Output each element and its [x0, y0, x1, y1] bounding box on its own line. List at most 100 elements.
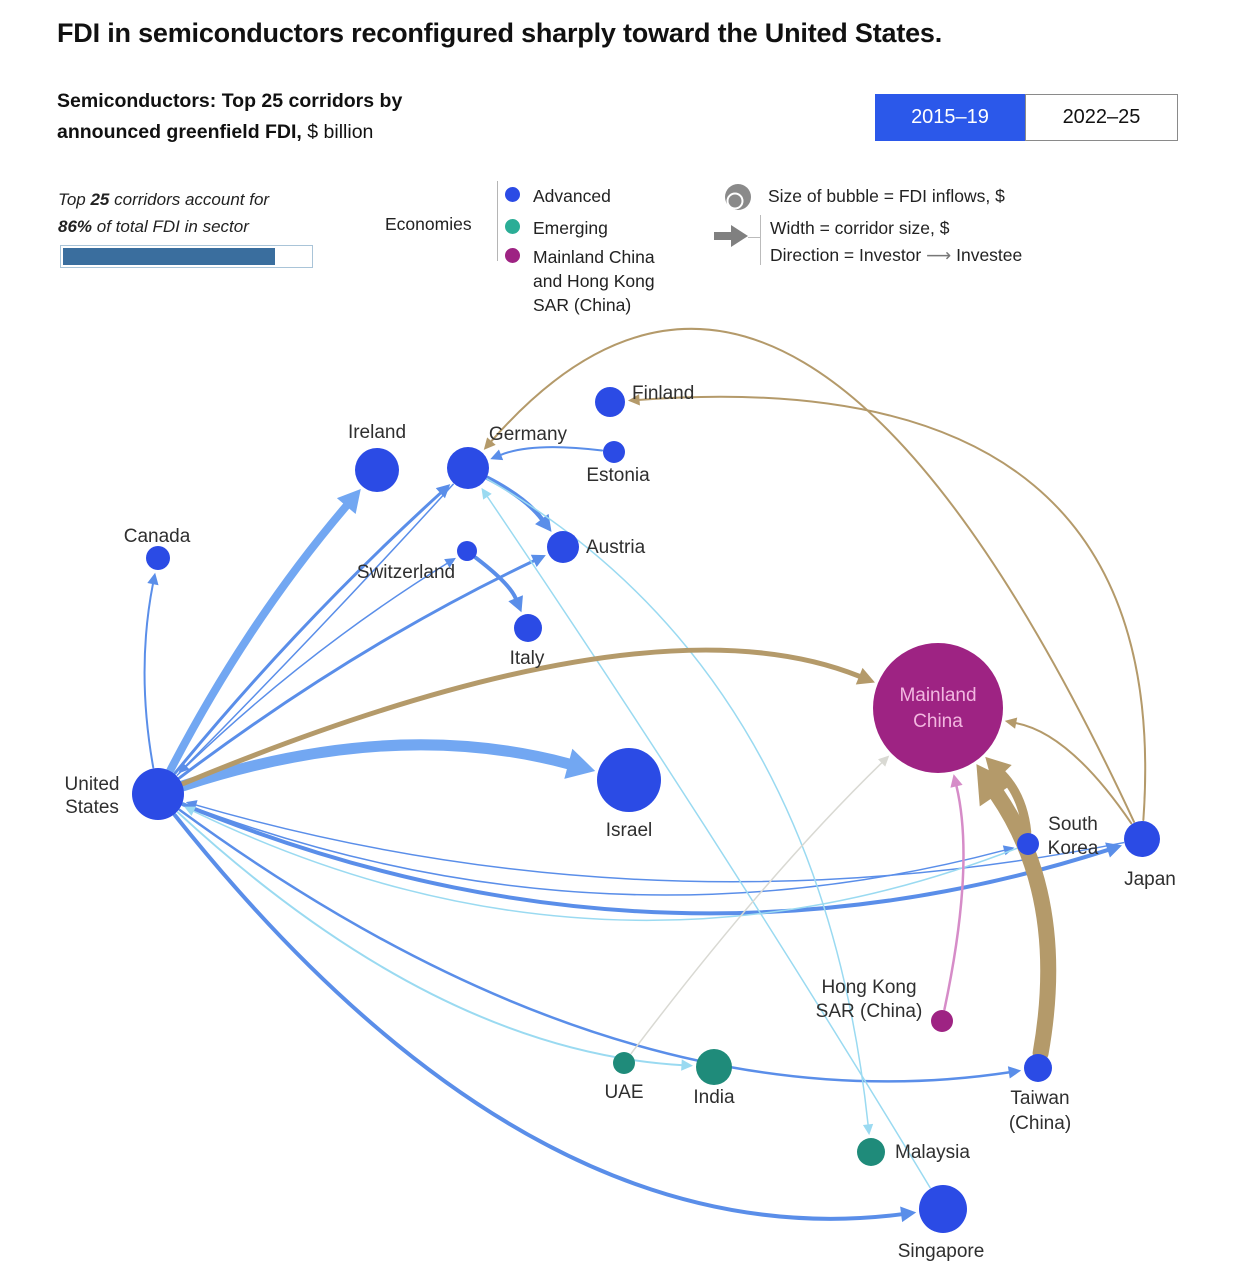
edge-us-to-ireland [166, 502, 351, 775]
arrowhead-us-to-canada [147, 572, 159, 586]
edge-taiwan-to-mainland-china [989, 786, 1057, 1062]
node-japan [1124, 821, 1160, 857]
edge-germany-to-malaysia [486, 478, 869, 1126]
node-label-germany: Germany [489, 424, 568, 445]
annotation-share: 86% [58, 217, 93, 236]
node-label-south-korea: South [1048, 814, 1098, 835]
node-mainland-china [873, 643, 1003, 773]
annotation-text-end: of total FDI in sector [92, 217, 249, 236]
annotation-text-mid: corridors account for [109, 190, 270, 209]
edge-us-to-japan [180, 802, 1110, 916]
node-label-south-korea: Korea [1048, 838, 1099, 859]
edge-us-to-singapore [172, 813, 904, 1221]
node-label-us: United [65, 774, 120, 795]
node-label-india: India [693, 1087, 735, 1108]
arrowhead-estonia-to-germany [490, 449, 504, 461]
edge-switzerland-to-italy [473, 555, 518, 601]
node-label-malaysia: Malaysia [895, 1142, 970, 1163]
edge-us-to-israel [178, 739, 574, 792]
edge-us-to-mainland-china [180, 647, 862, 787]
edge-japan-to-mainland-china [1015, 722, 1133, 825]
edge-us-to-germany [173, 491, 442, 775]
arrowhead-japan-to-mainland-china [1004, 717, 1018, 729]
annotation-top-n: 25 [90, 190, 110, 209]
arrowhead-uae-to-mainland-china [878, 755, 890, 767]
node-us [132, 768, 184, 820]
legend-divider [497, 181, 498, 261]
edge-us-to-austria [178, 559, 536, 780]
legend-china-line1: Mainland China [533, 247, 655, 267]
legend-advanced-label: Advanced [533, 186, 611, 206]
edge-us-to-canada [143, 583, 155, 769]
arrowhead-us-to-ireland [336, 489, 361, 515]
legend-item-advanced: Advanced [505, 184, 611, 208]
legend-bracket-tick [748, 237, 760, 238]
legend-item-china: Mainland China and Hong Kong SAR (China) [505, 245, 655, 317]
chart-subtitle: Semiconductors: Top 25 corridors by anno… [57, 86, 402, 148]
page-title: FDI in semiconductors reconfigured sharp… [57, 18, 943, 48]
node-label-ireland: Ireland [348, 422, 406, 443]
node-label-italy: Italy [510, 648, 545, 669]
bubble-size-icon [725, 184, 751, 210]
toggle-2015-19[interactable]: 2015–19 [875, 94, 1025, 141]
node-label-taiwan: (China) [1009, 1113, 1071, 1134]
legend-item-emerging: Emerging [505, 216, 608, 240]
direction-note-pre: Direction = Investor [770, 245, 922, 265]
edge-japan-to-finland [638, 395, 1147, 822]
legend-emerging-label: Emerging [533, 218, 608, 238]
node-label-israel: Israel [606, 820, 652, 841]
corridor-arrow-icon [714, 225, 748, 247]
arrowhead-us-to-mainland-china [855, 667, 875, 685]
subtitle-line1: Semiconductors: Top 25 corridors by [57, 90, 403, 112]
node-label-canada: Canada [124, 526, 191, 547]
annotation-text: Top [58, 190, 91, 209]
edge-singapore-to-germany [486, 495, 931, 1189]
node-south-korea [1017, 833, 1039, 855]
node-label-us: States [65, 797, 119, 818]
corridor-width-note: Width = corridor size, $ [770, 218, 950, 238]
china-dot-icon [505, 248, 520, 263]
edge-us-to-switzerland [176, 562, 448, 776]
arrowhead-us-to-japan [1105, 842, 1122, 858]
arrowhead-switzerland-to-italy [508, 595, 523, 613]
arrowhead-us-to-switzerland [444, 557, 456, 568]
node-label-hong-kong: SAR (China) [816, 1001, 923, 1022]
node-germany [447, 447, 489, 489]
node-italy [514, 614, 542, 642]
node-taiwan [1024, 1054, 1052, 1082]
node-switzerland [457, 541, 477, 561]
node-label-singapore: Singapore [898, 1241, 985, 1262]
node-label-mainland-china: China [913, 711, 963, 732]
toggle-2022-25[interactable]: 2022–25 [1025, 94, 1178, 141]
arrowhead-germany-to-austria [535, 513, 552, 532]
period-toggle: 2015–19 2022–25 [875, 94, 1178, 141]
node-malaysia [857, 1138, 885, 1166]
edge-japan-to-us [195, 804, 1125, 883]
arrowhead-us-to-taiwan [1007, 1066, 1022, 1079]
node-label-mainland-china: Mainland [899, 685, 976, 706]
edge-germany-to-us [185, 483, 454, 767]
corridor-direction-note: Direction = Investor ⟶ Investee [770, 245, 1022, 266]
node-label-switzerland: Switzerland [357, 562, 455, 583]
direction-note-post: Investee [956, 245, 1023, 265]
investor-to-investee-arrow-icon: ⟶ [926, 246, 952, 266]
edge-estonia-to-germany [500, 446, 604, 456]
edge-south-korea-to-us [192, 810, 1018, 922]
arrowhead-us-to-israel [564, 748, 596, 779]
node-ireland [355, 448, 399, 492]
arrowhead-south-korea-to-us [184, 806, 196, 816]
node-label-estonia: Estonia [586, 465, 650, 486]
edge-us-to-india [176, 811, 683, 1067]
node-label-uae: UAE [604, 1082, 643, 1103]
advanced-dot-icon [505, 187, 520, 202]
node-india [696, 1049, 732, 1085]
arrowhead-us-to-austria [530, 554, 546, 568]
emerging-dot-icon [505, 219, 520, 234]
arrowhead-japan-to-germany [483, 437, 496, 450]
arrowhead-japan-to-finland [627, 394, 640, 406]
coverage-annotation: Top 25 corridors account for 86% of tota… [58, 186, 328, 240]
arrowhead-us-to-singapore [900, 1206, 917, 1223]
legend-bracket [760, 215, 761, 265]
